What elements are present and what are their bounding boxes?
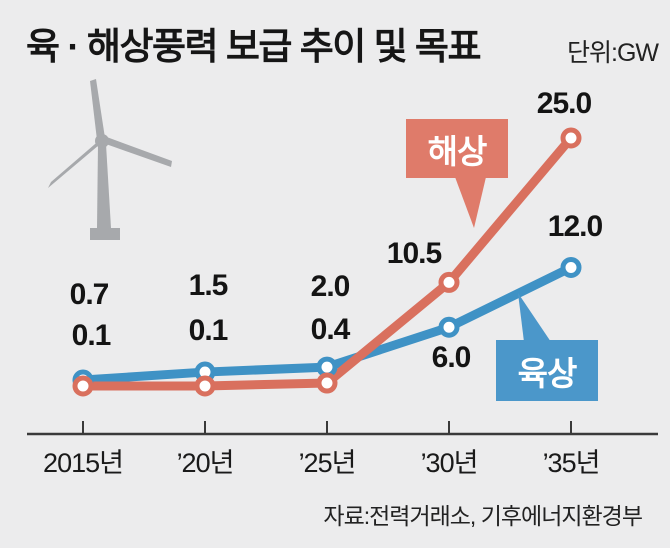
onshore-callout-tail (518, 293, 551, 342)
onshore-data-point-marker (438, 316, 460, 338)
unit-label: 단위:GW (567, 39, 659, 67)
offshore-data-point-marker (316, 372, 338, 394)
header: 육 · 해상풍력 보급 추이 및 목표 단위:GW (0, 0, 670, 70)
series-label-onshore: 육상 (496, 340, 598, 401)
onshore-data-point-marker (560, 256, 582, 278)
series-label-offshore: 해상 (406, 119, 508, 178)
wind-turbine-icon (48, 79, 172, 240)
offshore-data-point-marker (560, 127, 582, 149)
offshore-data-point-marker (438, 271, 460, 293)
offshore-data-point-marker (194, 375, 216, 397)
series-label-offshore-text: 해상 (427, 132, 488, 170)
source-credit: 자료:전력거래소, 기후에너지환경부 (323, 503, 643, 529)
offshore-callout-tail (455, 177, 486, 228)
series-label-onshore-text: 육상 (517, 354, 578, 392)
offshore-data-point-marker (72, 375, 94, 397)
page-title: 육 · 해상풍력 보급 추이 및 목표 (26, 26, 481, 67)
